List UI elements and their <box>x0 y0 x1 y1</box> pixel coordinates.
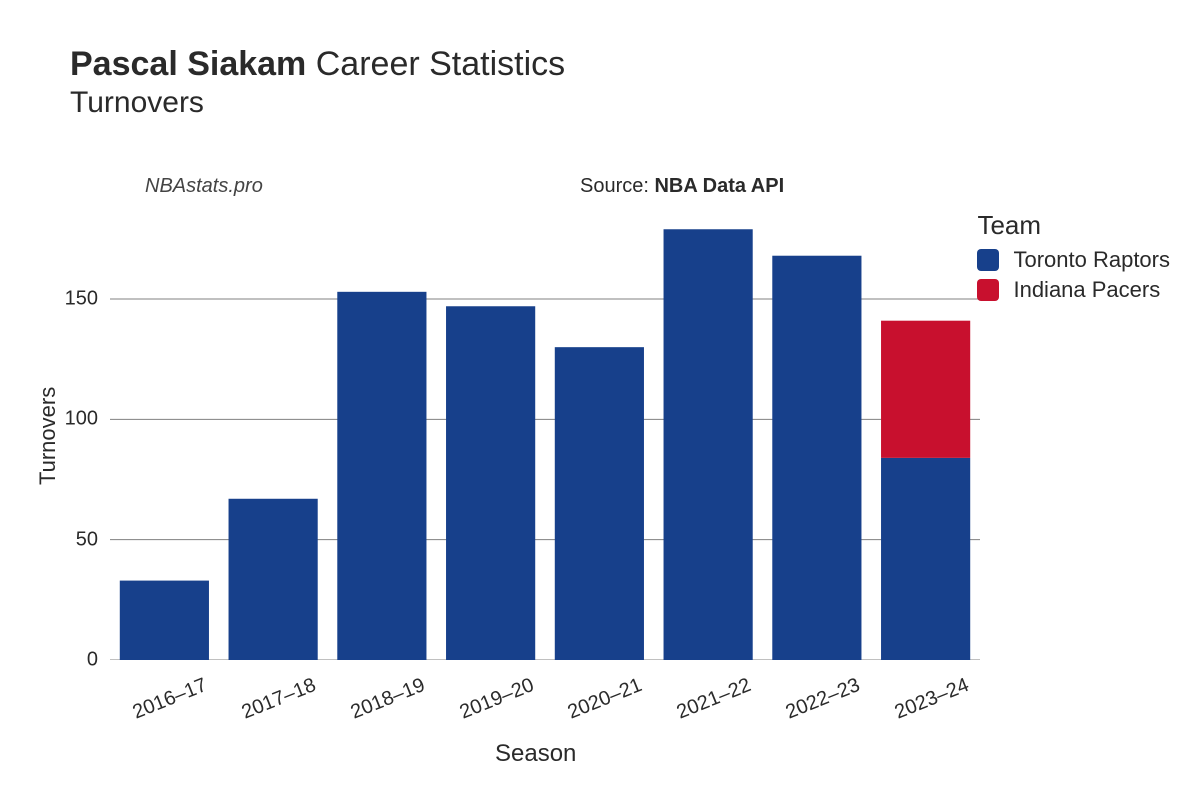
y-tick-label: 50 <box>76 528 98 551</box>
source-name: NBA Data API <box>654 175 784 197</box>
y-axis-label: Turnovers <box>35 387 61 485</box>
bar-segment <box>555 347 644 660</box>
bar-segment <box>881 458 970 660</box>
source-attribution: Source: NBA Data API <box>580 175 784 198</box>
legend-item: Indiana Pacers <box>977 277 1170 303</box>
legend: Team Toronto Raptors Indiana Pacers <box>977 210 1170 307</box>
watermark-text: NBAstats.pro <box>145 175 263 198</box>
y-tick-label: 150 <box>65 288 98 311</box>
player-name: Pascal Siakam <box>70 45 306 83</box>
chart-title-line1: Pascal Siakam Career Statistics <box>70 45 565 84</box>
y-tick-label: 0 <box>87 649 98 672</box>
bar-segment <box>881 321 970 458</box>
x-tick-label: 2023–24 <box>891 674 972 724</box>
x-tick-label: 2020–21 <box>565 674 646 724</box>
legend-label: Toronto Raptors <box>1013 247 1170 273</box>
title-suffix: Career Statistics <box>316 45 565 83</box>
legend-title: Team <box>977 210 1170 241</box>
chart-title-block: Pascal Siakam Career Statistics Turnover… <box>70 45 565 120</box>
legend-label: Indiana Pacers <box>1013 277 1160 303</box>
x-tick-label: 2022–23 <box>783 674 864 724</box>
chart-plot-area: 0501001502016–172017–182018–192019–20202… <box>110 210 980 660</box>
x-tick-label: 2018–19 <box>348 674 429 724</box>
x-tick-label: 2021–22 <box>674 674 755 724</box>
bar-segment <box>664 229 753 660</box>
legend-swatch <box>977 279 999 301</box>
x-tick-label: 2016–17 <box>130 674 211 724</box>
x-tick-label: 2019–20 <box>456 674 537 724</box>
bar-segment <box>229 499 318 660</box>
x-axis-label: Season <box>495 740 576 768</box>
bar-segment <box>337 292 426 660</box>
x-tick-label: 2017–18 <box>239 674 320 724</box>
bar-segment <box>772 256 861 660</box>
legend-item: Toronto Raptors <box>977 247 1170 273</box>
bar-segment <box>120 581 209 660</box>
legend-swatch <box>977 249 999 271</box>
y-tick-label: 100 <box>65 408 98 431</box>
source-prefix: Source: <box>580 175 654 197</box>
chart-svg <box>110 210 980 660</box>
chart-subtitle: Turnovers <box>70 86 565 120</box>
chart-container: Pascal Siakam Career Statistics Turnover… <box>0 0 1200 800</box>
bar-segment <box>446 306 535 660</box>
